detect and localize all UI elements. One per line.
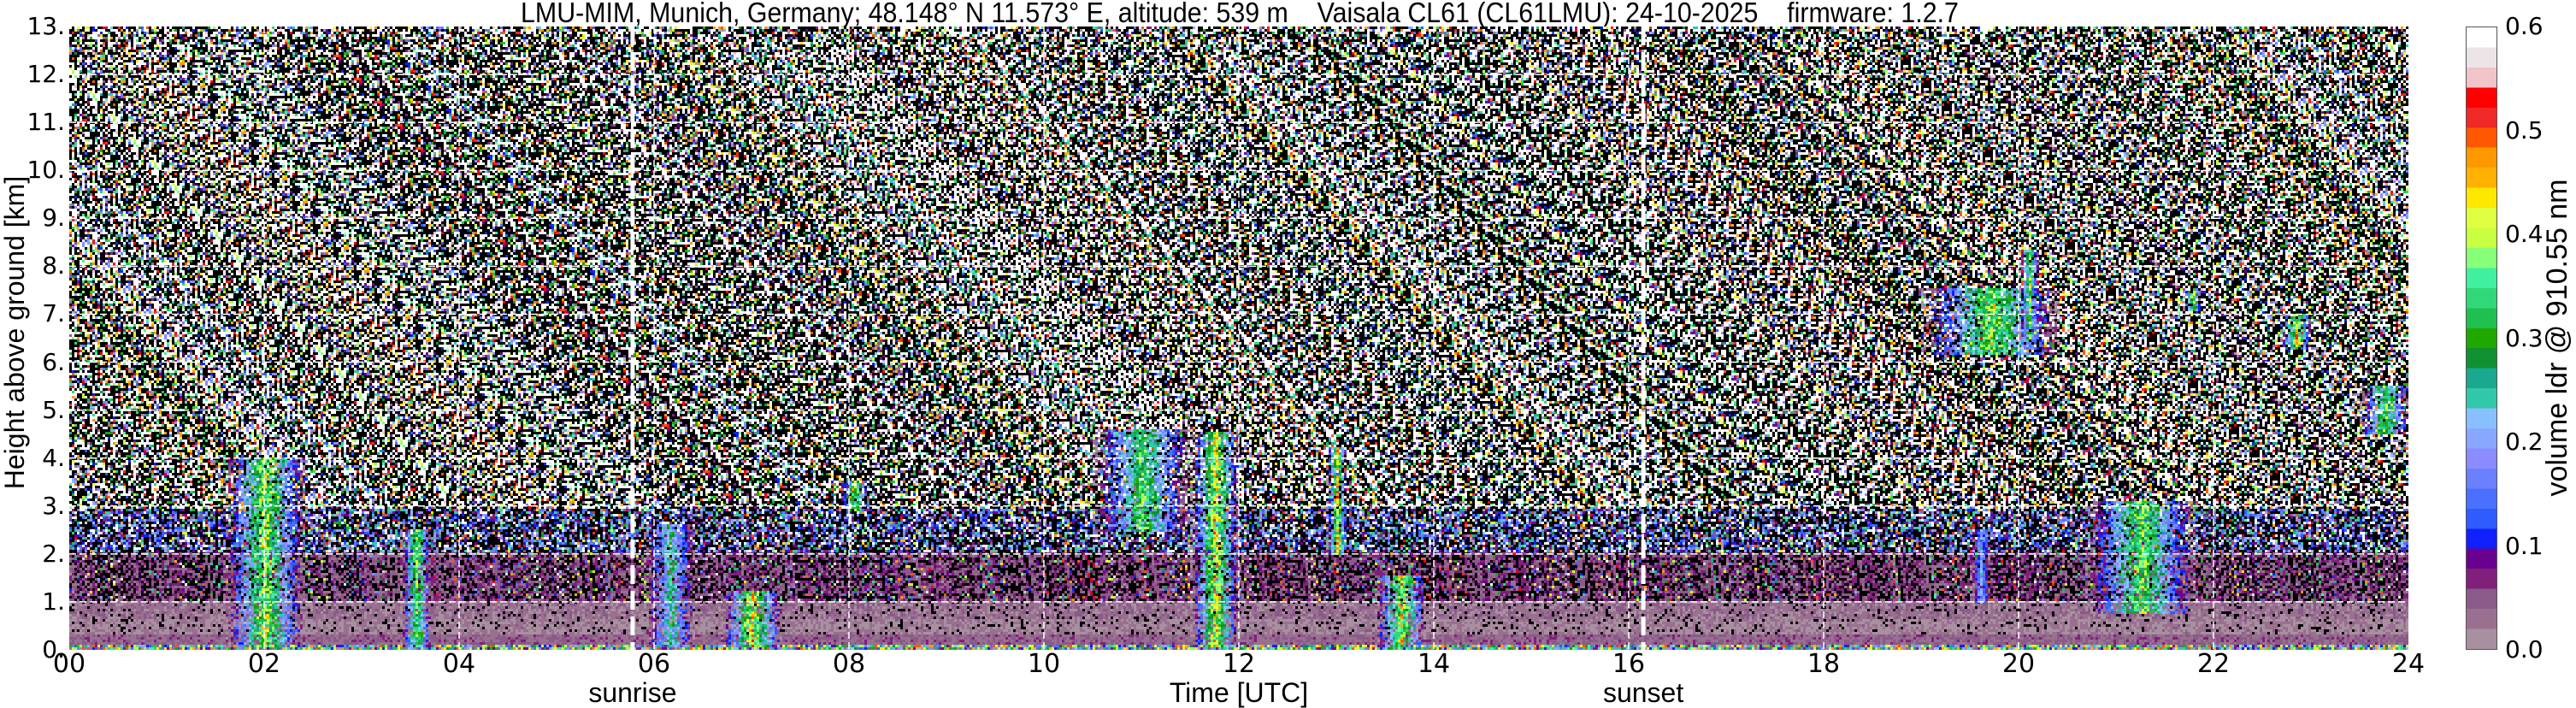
y-tick-label: 9.: [42, 204, 65, 233]
plot-area: [69, 27, 2408, 650]
x-tick-label: 20: [2001, 649, 2036, 679]
colorbar-tick-label: 0.3: [2505, 323, 2544, 352]
colorbar-tick-label: 0.2: [2505, 428, 2544, 456]
colorbar-tick-label: 0.6: [2505, 12, 2544, 40]
x-tick-label: 12: [1222, 649, 1256, 679]
x-tick-label: 04: [442, 649, 476, 679]
x-tick-label: 06: [637, 649, 671, 679]
x-tick-label: 02: [247, 649, 281, 679]
colorbar: [2466, 27, 2497, 650]
x-tick-label: 16: [1612, 649, 1646, 679]
y-tick-label: 7.: [42, 299, 65, 328]
x-tick-label: 10: [1027, 649, 1061, 679]
colorbar-tick-label: 0.1: [2505, 531, 2544, 560]
y-tick-label: 6.: [42, 347, 65, 376]
y-tick-label: 8.: [42, 251, 65, 280]
y-tick-label: 12.: [27, 60, 65, 89]
x-tick-label: 22: [2196, 649, 2231, 679]
annotation-sunrise: sunrise: [588, 677, 677, 708]
y-tick-label: 10.: [27, 156, 65, 185]
colorbar-label: volume ldr @ 910.55 nm: [2541, 179, 2573, 497]
x-axis-label: Time [UTC]: [1169, 677, 1309, 708]
y-tick-label: 3.: [42, 491, 65, 520]
y-tick-label: 2.: [42, 539, 65, 568]
y-axis-label: Height above ground [km]: [0, 175, 30, 490]
y-tick-label: 1.: [42, 587, 65, 616]
y-tick-label: 13.: [27, 12, 65, 40]
y-tick-label: 11.: [27, 108, 65, 137]
x-tick-label: 00: [52, 649, 86, 679]
y-tick-label: 0.: [42, 635, 65, 664]
colorbar-tick-label: 0.4: [2505, 220, 2544, 248]
chart-title: LMU-MIM, Munich, Germany; 48.148° N 11.5…: [521, 0, 1959, 28]
x-tick-label: 24: [2391, 649, 2426, 679]
annotation-sunset: sunset: [1602, 677, 1684, 708]
grid-overlay: [69, 27, 2408, 650]
x-tick-label: 14: [1417, 649, 1451, 679]
colorbar-tick-label: 0.0: [2505, 635, 2544, 664]
x-tick-label: 08: [832, 649, 866, 679]
y-tick-label: 4.: [42, 443, 65, 472]
x-tick-label: 18: [1807, 649, 1841, 679]
y-tick-label: 5.: [42, 395, 65, 424]
colorbar-tick-label: 0.5: [2505, 115, 2544, 145]
